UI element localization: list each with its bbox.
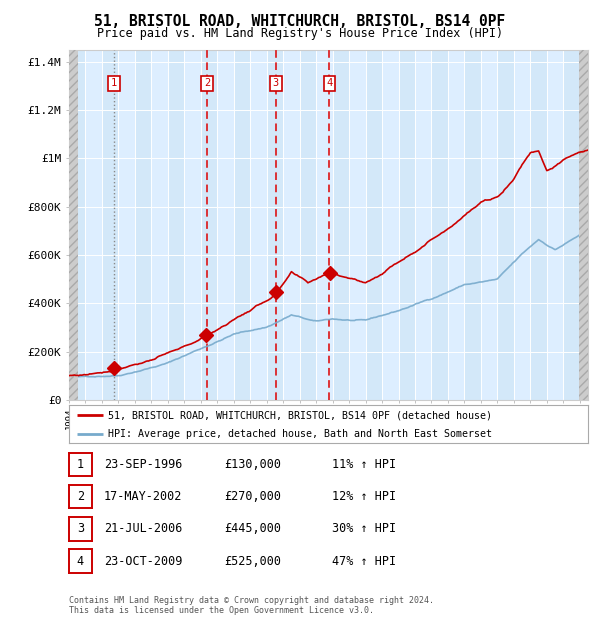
Text: 12% ↑ HPI: 12% ↑ HPI: [332, 490, 396, 503]
Bar: [168, 50, 184, 400]
Bar: [69, 50, 78, 400]
Bar: [398, 50, 415, 400]
Text: 4: 4: [77, 555, 84, 567]
Text: 17-MAY-2002: 17-MAY-2002: [104, 490, 182, 503]
Bar: [464, 50, 481, 400]
Text: 30% ↑ HPI: 30% ↑ HPI: [332, 523, 396, 535]
Bar: [267, 50, 283, 400]
Text: 1: 1: [111, 78, 117, 89]
Bar: [299, 50, 316, 400]
Bar: [201, 50, 217, 400]
Bar: [530, 50, 547, 400]
Text: £270,000: £270,000: [224, 490, 281, 503]
Text: 3: 3: [77, 523, 84, 535]
Bar: [332, 50, 349, 400]
Text: £130,000: £130,000: [224, 458, 281, 471]
Text: HPI: Average price, detached house, Bath and North East Somerset: HPI: Average price, detached house, Bath…: [108, 429, 492, 439]
Bar: [431, 50, 448, 400]
Text: 51, BRISTOL ROAD, WHITCHURCH, BRISTOL, BS14 0PF: 51, BRISTOL ROAD, WHITCHURCH, BRISTOL, B…: [94, 14, 506, 29]
Bar: [365, 50, 382, 400]
Text: Price paid vs. HM Land Registry's House Price Index (HPI): Price paid vs. HM Land Registry's House …: [97, 27, 503, 40]
Bar: [234, 50, 250, 400]
Text: 1: 1: [77, 458, 84, 471]
Text: 2: 2: [77, 490, 84, 503]
Text: £525,000: £525,000: [224, 555, 281, 567]
Text: 11% ↑ HPI: 11% ↑ HPI: [332, 458, 396, 471]
Bar: [135, 50, 151, 400]
Bar: [102, 50, 118, 400]
Text: 2: 2: [204, 78, 210, 89]
Text: 3: 3: [272, 78, 279, 89]
Text: Contains HM Land Registry data © Crown copyright and database right 2024.
This d: Contains HM Land Registry data © Crown c…: [69, 596, 434, 615]
Bar: [69, 50, 85, 400]
Text: 4: 4: [326, 78, 332, 89]
Bar: [497, 50, 514, 400]
Text: £445,000: £445,000: [224, 523, 281, 535]
Bar: [563, 50, 580, 400]
Text: 23-SEP-1996: 23-SEP-1996: [104, 458, 182, 471]
Text: 51, BRISTOL ROAD, WHITCHURCH, BRISTOL, BS14 0PF (detached house): 51, BRISTOL ROAD, WHITCHURCH, BRISTOL, B…: [108, 410, 492, 420]
Bar: [579, 50, 588, 400]
Text: 23-OCT-2009: 23-OCT-2009: [104, 555, 182, 567]
Text: 21-JUL-2006: 21-JUL-2006: [104, 523, 182, 535]
Text: 47% ↑ HPI: 47% ↑ HPI: [332, 555, 396, 567]
